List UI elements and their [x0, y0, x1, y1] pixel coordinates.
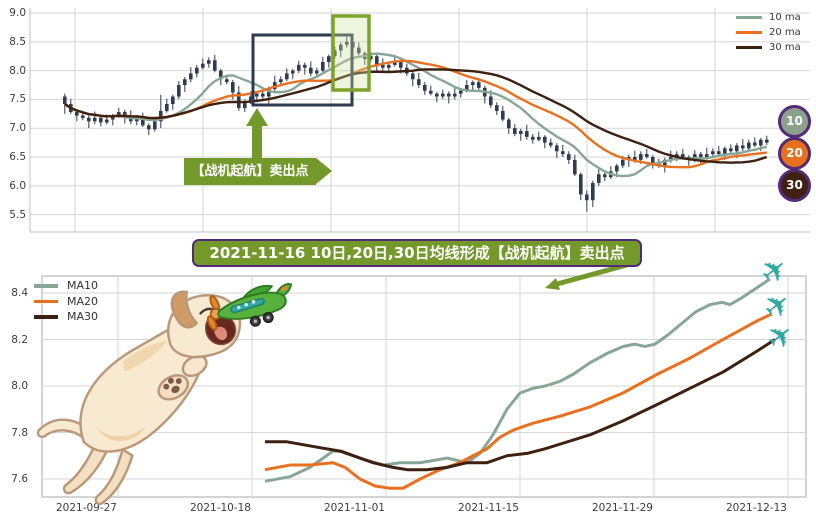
plane-window: [244, 302, 248, 307]
top-y-tick: 7.0: [9, 122, 26, 135]
bottom-x-tick: 2021-11-01: [323, 502, 385, 514]
tail-stripe: [281, 285, 288, 291]
ma10-badge: 10: [778, 105, 811, 138]
bottom-y-tick: 8.4: [11, 287, 28, 299]
dog-tongue: [214, 326, 228, 341]
banner-arrow-head: [545, 278, 560, 290]
top-y-tick: 6.0: [9, 179, 26, 192]
dog-illustration: [36, 290, 244, 506]
bottom-y-tick: 7.8: [11, 426, 28, 439]
date-annotation-banner: 2021-11-16 10日,20日,30日均线形成【战机起航】卖出点: [192, 239, 642, 267]
wheel-hub: [266, 315, 270, 320]
ma20-badge: 20: [778, 137, 811, 170]
ma10-line-swatch: [736, 16, 762, 19]
legend-item: 10 ma: [736, 10, 801, 25]
dog-ear: [170, 290, 198, 329]
legend-item: MA30: [34, 309, 98, 325]
ma10-line-swatch: [34, 284, 58, 288]
legend-item: 20 ma: [736, 25, 801, 40]
legend-label: MA20: [67, 294, 99, 308]
highlight-box-dark: [251, 33, 354, 107]
top-y-tick: 5.5: [9, 208, 26, 221]
top-y-tick: 6.5: [9, 151, 26, 163]
bottom-y-tick: 8.0: [11, 380, 28, 392]
ma30-badge: 30: [778, 169, 811, 202]
legend-label: 20 ma: [769, 27, 801, 38]
top-y-tick: 8.5: [9, 35, 26, 48]
propeller-blade: [206, 315, 218, 331]
bottom-x-tick: 2021-10-18: [189, 502, 251, 514]
legend-label: MA10: [67, 279, 99, 293]
dog-front-paw: [181, 354, 208, 378]
legend-item: MA10: [34, 278, 98, 294]
bottom-x-tick: 2021-12-13: [725, 502, 787, 514]
dog-tail: [36, 418, 89, 440]
bottom-x-tick: 2021-09-27: [55, 502, 117, 514]
sell-point-banner: 【战机起航】卖出点: [184, 158, 332, 185]
bottom-chart-legend: MA10 MA20 MA30: [34, 278, 98, 325]
top-y-tick: 8.0: [9, 64, 26, 77]
legend-label: 30 ma: [769, 42, 801, 53]
legend-item: MA20: [34, 294, 98, 310]
ma30-line-swatch: [34, 315, 58, 319]
highlight-box-green: [331, 14, 371, 92]
legend-label: MA30: [67, 310, 99, 324]
legend-item: 30 ma: [736, 40, 801, 55]
wheel-hub: [253, 319, 258, 323]
plane-window: [251, 300, 256, 304]
top-y-tick: 7.5: [9, 93, 26, 106]
ma20-line-swatch: [736, 31, 762, 34]
ma30-line-swatch: [736, 46, 762, 49]
dog-hind-leg: [94, 448, 134, 506]
up-arrow: [246, 108, 268, 158]
plane-window: [236, 305, 241, 310]
ma20-line-swatch: [34, 299, 58, 303]
dog-belly-patch: [97, 426, 146, 442]
top-chart-legend: 10 ma 20 ma 30 ma: [736, 10, 801, 55]
bottom-x-tick: 2021-11-29: [591, 502, 653, 514]
bottom-y-tick: 7.6: [11, 473, 28, 485]
dog-front-paw: [157, 374, 190, 401]
top-y-tick: 9.0: [9, 7, 26, 19]
bottom-y-tick: 8.2: [11, 333, 28, 346]
legend-label: 10 ma: [769, 12, 801, 23]
bottom-x-tick: 2021-11-15: [457, 502, 519, 514]
dog-back-patch: [122, 340, 168, 372]
toy-plane-illustration: [206, 283, 293, 331]
